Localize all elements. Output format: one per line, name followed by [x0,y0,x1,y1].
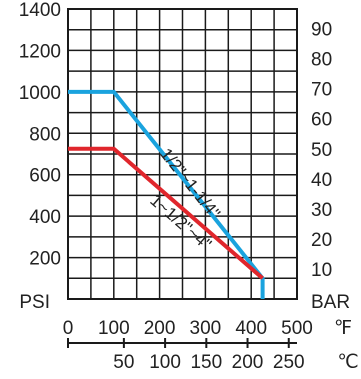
x-tick-label: 0 [63,318,74,339]
y2-tick-label: 90 [311,20,332,41]
series-line-1 [68,89,265,299]
y2-axis-unit: BAR [311,292,350,313]
y-tick-label: 600 [29,166,61,187]
x-tick-label: 400 [235,318,267,339]
y-tick-label: 800 [29,124,61,145]
y-tick-label: 1000 [19,83,61,104]
y2-tick-label: 80 [311,50,332,71]
axis-labels: 200400600800100012001400PSI1020304050607… [19,0,359,373]
y2-tick-label: 20 [311,230,332,251]
x2-tick-label: 150 [190,352,222,373]
x-tick-label: 500 [281,318,313,339]
x2-axis-unit: ℃ [337,352,358,373]
y2-tick-label: 70 [311,80,332,101]
y2-tick-label: 10 [311,260,332,281]
x2-tick-label: 50 [113,352,134,373]
y-tick-label: 1200 [19,41,61,62]
y2-tick-label: 30 [311,200,332,221]
x-tick-label: 200 [144,318,176,339]
y2-tick-label: 50 [311,140,332,161]
x-tick-label: 300 [190,318,222,339]
x2-tick-label: 200 [232,352,264,373]
y2-tick-label: 40 [311,170,332,191]
x2-tick-label: 250 [273,352,305,373]
y-tick-label: 1400 [19,0,61,21]
x-axis-unit: ℉ [334,318,352,339]
y-tick-label: 400 [29,207,61,228]
y-axis-unit: PSI [19,292,50,313]
x2-tick-label: 100 [149,352,181,373]
plot-frame [67,8,298,300]
y-tick-label: 200 [29,249,61,270]
x-tick-label: 100 [98,318,130,339]
grid [67,8,298,300]
y2-tick-label: 60 [311,110,332,131]
series-lines [68,89,265,299]
series-line-2 [68,146,264,280]
